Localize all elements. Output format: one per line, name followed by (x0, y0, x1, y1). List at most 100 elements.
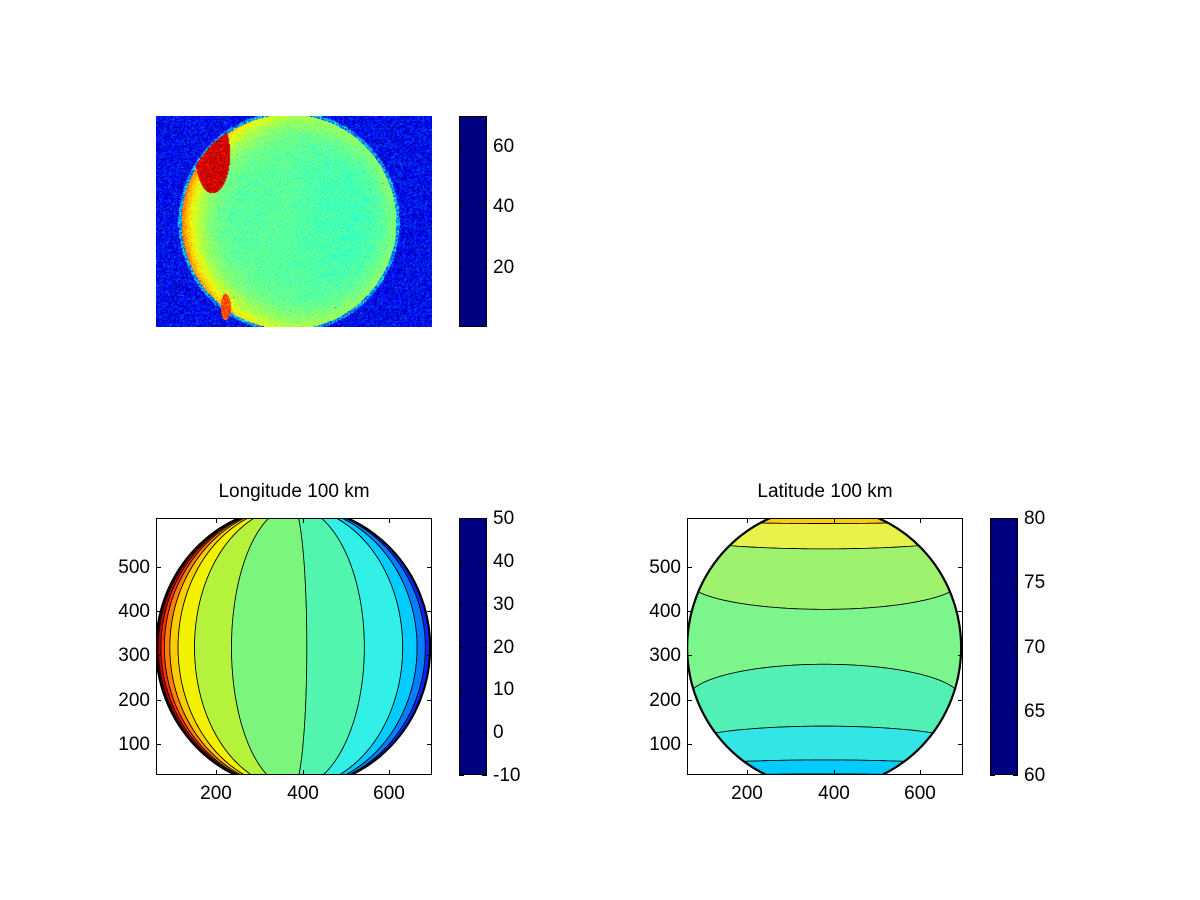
latitude-contour-svg (688, 519, 962, 774)
colorbar-tick (990, 711, 995, 712)
x-axis-tick (920, 518, 921, 523)
colorbar-tick-label: 30 (493, 594, 515, 615)
latitude-axes (687, 518, 963, 775)
y-axis-tick (427, 655, 432, 656)
x-axis-tick-label: 600 (904, 783, 936, 804)
x-axis-tick (216, 518, 217, 523)
x-axis-tick (389, 518, 390, 523)
colorbar-tick (482, 775, 487, 776)
colorbar-tick-label: -10 (493, 765, 521, 786)
x-axis-tick-label: 400 (287, 783, 319, 804)
y-axis-tick (156, 700, 161, 701)
colorbar-tick (990, 647, 995, 648)
x-axis-tick (389, 770, 390, 775)
y-axis-tick (156, 567, 161, 568)
colorbar-tick-label: 65 (1024, 701, 1046, 722)
y-axis-tick (156, 655, 161, 656)
colorbar-tick-label: 10 (493, 679, 515, 700)
y-axis-tick (958, 567, 963, 568)
y-axis-tick (687, 567, 692, 568)
y-axis-tick-label: 200 (649, 690, 681, 711)
y-axis-tick-label: 400 (118, 601, 150, 622)
x-axis-tick (834, 770, 835, 775)
colorbar-tick (459, 689, 464, 690)
colorbar-tick (459, 647, 464, 648)
y-axis-tick (687, 744, 692, 745)
colorbar-tick (482, 689, 487, 690)
colorbar-tick-label: 20 (493, 257, 515, 278)
colorbar-tick (482, 267, 487, 268)
y-axis-tick (427, 744, 432, 745)
x-axis-tick-label: 400 (818, 783, 850, 804)
y-axis-tick (156, 611, 161, 612)
colorbar-tick-label: 60 (1024, 765, 1046, 786)
y-axis-tick-label: 400 (649, 601, 681, 622)
colorbar-tick (1013, 647, 1018, 648)
colorbar-tick (990, 518, 995, 519)
colorbar-tick (482, 146, 487, 147)
colorbar-tick (459, 561, 464, 562)
y-axis-tick-label: 500 (118, 557, 150, 578)
y-axis-tick-label: 100 (649, 734, 681, 755)
y-axis-tick (427, 611, 432, 612)
x-axis-tick-label: 600 (373, 783, 405, 804)
colorbar-tick (459, 146, 464, 147)
colorbar-tick (1013, 775, 1018, 776)
colorbar-tick (459, 267, 464, 268)
y-axis-tick (958, 700, 963, 701)
colorbar-tick (990, 775, 995, 776)
y-axis-tick (958, 611, 963, 612)
colorbar-tick (482, 206, 487, 207)
x-axis-tick (303, 518, 304, 523)
x-axis-tick (303, 770, 304, 775)
x-axis-tick (747, 518, 748, 523)
longitude-colorbar (459, 518, 487, 775)
longitude-contour-svg (157, 519, 431, 774)
colorbar-tick-label: 50 (493, 508, 515, 529)
colorbar-tick (482, 561, 487, 562)
y-axis-tick (687, 611, 692, 612)
y-axis-tick-label: 300 (649, 645, 681, 666)
colorbar-tick (459, 732, 464, 733)
latitude-plot-title: Latitude 100 km (757, 481, 893, 502)
colorbar-tick-label: 75 (1024, 572, 1046, 593)
y-axis-tick (156, 744, 161, 745)
colorbar-tick (459, 206, 464, 207)
brightness-colorbar (459, 116, 487, 327)
colorbar-tick (482, 604, 487, 605)
longitude-plot-title: Longitude 100 km (218, 481, 370, 502)
y-axis-tick-label: 200 (118, 690, 150, 711)
x-axis-tick-label: 200 (200, 783, 232, 804)
y-axis-tick (687, 655, 692, 656)
colorbar-tick-label: 40 (493, 551, 515, 572)
y-axis-tick (427, 700, 432, 701)
colorbar-tick-label: 70 (1024, 637, 1046, 658)
y-axis-tick (958, 744, 963, 745)
x-axis-tick-label: 200 (731, 783, 763, 804)
colorbar-tick (482, 732, 487, 733)
latitude-colorbar (990, 518, 1018, 775)
colorbar-tick (459, 604, 464, 605)
x-axis-tick (216, 770, 217, 775)
colorbar-tick (1013, 582, 1018, 583)
colorbar-tick (459, 775, 464, 776)
colorbar-tick-label: 40 (493, 196, 515, 217)
x-axis-tick (747, 770, 748, 775)
longitude-axes (156, 518, 432, 775)
y-axis-tick-label: 100 (118, 734, 150, 755)
colorbar-tick-label: 80 (1024, 508, 1046, 529)
colorbar-tick (1013, 711, 1018, 712)
brightness-image-panel (156, 116, 432, 327)
brightness-image-canvas (156, 116, 432, 327)
y-axis-tick-label: 500 (649, 557, 681, 578)
colorbar-tick (1013, 518, 1018, 519)
y-axis-tick (687, 700, 692, 701)
colorbar-tick-label: 0 (493, 722, 504, 743)
colorbar-tick (482, 647, 487, 648)
y-axis-tick (427, 567, 432, 568)
colorbar-tick-label: 20 (493, 637, 515, 658)
y-axis-tick-label: 300 (118, 645, 150, 666)
x-axis-tick (920, 770, 921, 775)
colorbar-tick (482, 518, 487, 519)
colorbar-tick-label: 60 (493, 136, 515, 157)
